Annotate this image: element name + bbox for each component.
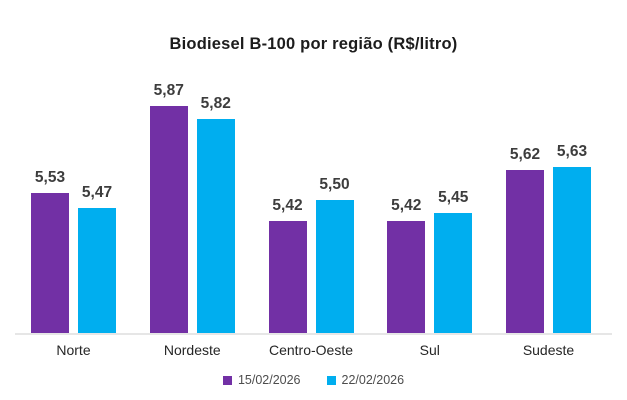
bar-centro-oeste-15-02-2026: 5,42 [268, 197, 307, 333]
chart-title: Biodiesel B-100 por região (R$/litro) [169, 35, 458, 53]
bar-value-label-sudeste-15-02-2026: 5,62 [509, 146, 541, 163]
bar-sudeste-22-02-2026: 5,63 [553, 143, 591, 333]
legend-swatch-series-2 [326, 375, 336, 385]
bar-nordeste-22-02-2026: 5,82 [196, 95, 235, 333]
legend-label-series-2: 22/02/2026 [341, 373, 405, 387]
plot-area: 5,53 5,47 5,87 5,82 5,42 5,50 5,42 5,45 5,62 5,63 [15, 70, 612, 335]
bar-value-label-centro-oeste-15-02-2026: 5,42 [272, 197, 303, 214]
bar-value-label-sudeste-22-02-2026: 5,63 [556, 143, 588, 160]
bar-centro-oeste-22-02-2026: 5,50 [315, 176, 354, 333]
bar-value-label-nordeste-15-02-2026: 5,87 [153, 82, 184, 99]
bar-group-sul: 5,42 5,45 [387, 189, 473, 333]
bar-value-label-nordeste-22-02-2026: 5,82 [200, 95, 231, 112]
bar-value-label-sul-22-02-2026: 5,45 [438, 189, 469, 206]
x-axis-label-nordeste: Nordeste [163, 342, 221, 358]
x-axis-label-norte: Norte [56, 342, 91, 358]
bar-group-centro-oeste: 5,42 5,50 [268, 176, 354, 333]
bar-value-label-sul-15-02-2026: 5,42 [391, 197, 422, 214]
bar-group-sudeste: 5,62 5,63 [506, 143, 591, 333]
legend-label-series-1: 15/02/2026 [237, 373, 301, 387]
x-axis-label-sul: Sul [419, 342, 440, 358]
x-axis-labels: Norte Nordeste Centro-Oeste Sul Sudeste [15, 335, 612, 358]
x-axis-label-centro-oeste: Centro-Oeste [268, 342, 354, 358]
bar-group-norte: 5,53 5,47 [31, 169, 116, 333]
legend-item-series-2: 22/02/2026 [326, 373, 405, 387]
x-axis-label-sudeste: Sudeste [522, 342, 575, 358]
bar-norte-15-02-2026: 5,53 [31, 169, 69, 333]
bar-norte-22-02-2026: 5,47 [78, 184, 116, 333]
bar-value-label-norte-15-02-2026: 5,53 [34, 169, 66, 186]
legend-swatch-series-1 [222, 375, 232, 385]
bar-sul-22-02-2026: 5,45 [434, 189, 473, 333]
legend-item-series-1: 15/02/2026 [222, 373, 301, 387]
bar-nordeste-15-02-2026: 5,87 [149, 82, 188, 333]
bar-value-label-norte-22-02-2026: 5,47 [81, 184, 113, 201]
bar-sudeste-15-02-2026: 5,62 [506, 146, 544, 333]
bar-group-nordeste: 5,87 5,82 [149, 82, 235, 333]
legend: 15/02/2026 22/02/2026 [0, 373, 627, 387]
bar-sul-15-02-2026: 5,42 [387, 197, 426, 333]
bar-value-label-centro-oeste-22-02-2026: 5,50 [319, 176, 350, 193]
